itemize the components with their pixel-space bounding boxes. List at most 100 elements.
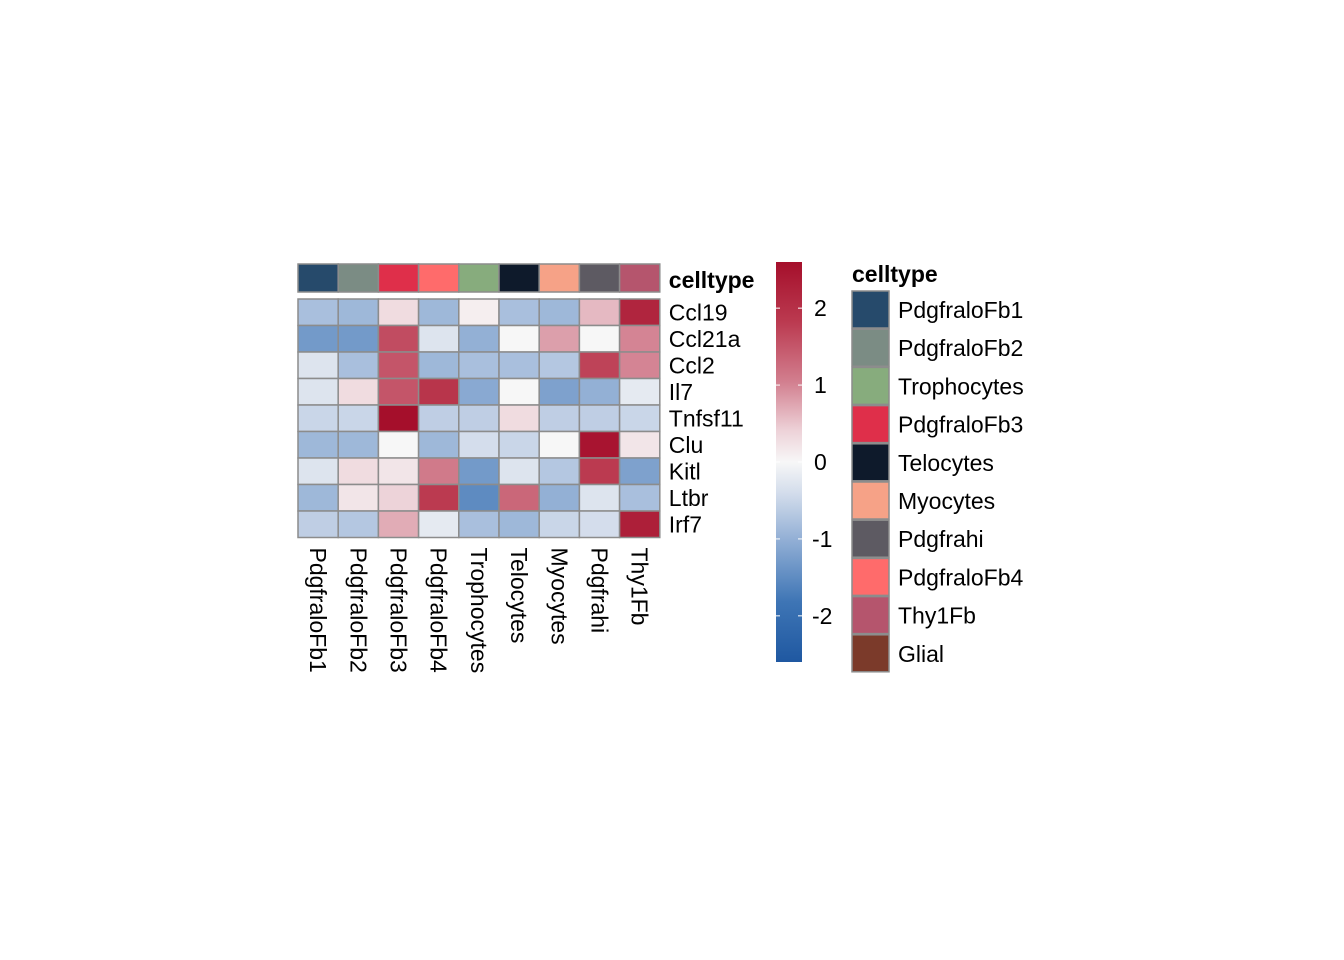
cell-ltbr-pdgfralofb3 bbox=[377, 483, 420, 512]
column-label-trophocytes: Trophocytes bbox=[466, 548, 492, 674]
colorbar-tick-label: 0 bbox=[814, 449, 827, 475]
column-label-thy1fb: Thy1Fb bbox=[627, 548, 653, 626]
cell-tnfsf11-thy1fb bbox=[618, 404, 661, 433]
legend-swatch-myocytes bbox=[851, 481, 890, 520]
cell-tnfsf11-pdgfralofb4 bbox=[417, 404, 460, 433]
column-label-pdgfrahi: Pdgfrahi bbox=[587, 548, 613, 634]
cell-kitl-pdgfralofb2 bbox=[337, 457, 380, 486]
cell-irf7-myocytes bbox=[538, 510, 581, 539]
cell-il7-trophocytes bbox=[458, 377, 500, 406]
cell-il7-pdgfrahi bbox=[578, 377, 621, 406]
annotation-cell-pdgfrahi bbox=[578, 263, 621, 293]
cell-ccl19-telocytes bbox=[498, 298, 540, 327]
colorbar-tick-label: -2 bbox=[812, 603, 832, 629]
cell-kitl-telocytes bbox=[498, 457, 540, 486]
cell-kitl-trophocytes bbox=[458, 457, 500, 486]
cell-kitl-thy1fb bbox=[618, 457, 661, 486]
annotation-cell-thy1fb bbox=[618, 263, 661, 293]
colorbar bbox=[776, 262, 802, 662]
cell-kitl-pdgfrahi bbox=[578, 457, 621, 486]
cell-kitl-pdgfralofb4 bbox=[417, 457, 460, 486]
annotation-cell-pdgfralofb3 bbox=[377, 263, 420, 293]
cell-il7-pdgfralofb3 bbox=[377, 377, 420, 406]
cell-clu-pdgfralofb1 bbox=[297, 430, 339, 459]
cell-ltbr-pdgfrahi bbox=[578, 483, 621, 512]
legend-swatch-glial bbox=[851, 634, 890, 673]
cell-irf7-pdgfralofb2 bbox=[337, 510, 380, 539]
row-label-ccl21a: Ccl21a bbox=[669, 326, 741, 352]
cell-ccl2-pdgfralofb2 bbox=[337, 351, 380, 380]
column-label-pdgfralofb2: PdgfraloFb2 bbox=[345, 548, 371, 673]
cell-clu-pdgfralofb3 bbox=[377, 430, 420, 459]
cell-ccl21a-telocytes bbox=[498, 324, 540, 353]
cell-ltbr-pdgfralofb1 bbox=[297, 483, 339, 512]
annotation-cell-myocytes bbox=[538, 263, 581, 293]
cell-kitl-pdgfralofb1 bbox=[297, 457, 339, 486]
cell-il7-pdgfralofb1 bbox=[297, 377, 339, 406]
legend-swatch-telocytes bbox=[851, 443, 890, 482]
row-label-ccl2: Ccl2 bbox=[669, 352, 715, 378]
cell-clu-pdgfrahi bbox=[578, 430, 621, 459]
row-label-il7: Il7 bbox=[669, 379, 693, 405]
cell-ccl21a-pdgfralofb3 bbox=[377, 324, 420, 353]
row-label-tnfsf11: Tnfsf11 bbox=[669, 405, 744, 431]
cell-ccl19-pdgfralofb3 bbox=[377, 298, 420, 327]
celltype-annotation-row bbox=[297, 263, 661, 293]
cell-ccl19-pdgfralofb2 bbox=[337, 298, 380, 327]
cell-ccl21a-pdgfralofb1 bbox=[297, 324, 339, 353]
colorbar-tick-label: -1 bbox=[812, 526, 832, 552]
legend-swatch-pdgfralofb3 bbox=[851, 404, 890, 444]
row-label-ccl19: Ccl19 bbox=[669, 299, 728, 325]
colorbar-tick-label: 1 bbox=[814, 372, 827, 398]
cell-ccl21a-pdgfralofb2 bbox=[337, 324, 380, 353]
annotation-title: celltype bbox=[669, 267, 755, 293]
cell-irf7-pdgfralofb4 bbox=[417, 510, 460, 539]
row-label-kitl: Kitl bbox=[669, 458, 701, 484]
annotation-cell-telocytes bbox=[498, 263, 540, 293]
cell-ccl19-myocytes bbox=[538, 298, 581, 327]
row-label-ltbr: Ltbr bbox=[669, 485, 709, 511]
column-label-telocytes: Telocytes bbox=[506, 548, 532, 644]
cell-ccl21a-thy1fb bbox=[618, 324, 661, 353]
cell-ccl2-pdgfralofb4 bbox=[417, 351, 460, 380]
column-label-pdgfralofb4: PdgfraloFb4 bbox=[426, 548, 452, 674]
legend-label-telocytes: Telocytes bbox=[898, 450, 994, 476]
column-label-pdgfralofb1: PdgfraloFb1 bbox=[305, 548, 331, 673]
cell-il7-myocytes bbox=[538, 377, 581, 406]
cell-kitl-myocytes bbox=[538, 457, 581, 486]
cell-ccl19-thy1fb bbox=[618, 298, 661, 327]
cell-tnfsf11-trophocytes bbox=[458, 404, 500, 433]
cell-clu-telocytes bbox=[498, 430, 540, 459]
cell-clu-pdgfralofb4 bbox=[417, 430, 460, 459]
cell-ccl19-pdgfralofb4 bbox=[417, 298, 460, 327]
legend-label-pdgfralofb2: PdgfraloFb2 bbox=[898, 335, 1023, 361]
cell-clu-myocytes bbox=[538, 430, 581, 459]
cell-ccl19-trophocytes bbox=[458, 298, 500, 327]
cell-ccl2-pdgfrahi bbox=[578, 351, 621, 380]
legend-label-pdgfralofb4: PdgfraloFb4 bbox=[898, 564, 1024, 590]
cell-ccl19-pdgfralofb1 bbox=[297, 298, 339, 327]
cell-ccl21a-trophocytes bbox=[458, 324, 500, 353]
cell-ltbr-pdgfralofb2 bbox=[337, 483, 380, 512]
cell-irf7-thy1fb bbox=[618, 510, 661, 539]
cell-ccl21a-pdgfralofb4 bbox=[417, 324, 460, 353]
legend-label-pdgfrahi: Pdgfrahi bbox=[898, 526, 984, 552]
legend-swatch-pdgfrahi bbox=[851, 519, 890, 558]
heatmap-cells bbox=[297, 298, 661, 539]
cell-kitl-pdgfralofb3 bbox=[377, 457, 420, 486]
cell-ccl2-thy1fb bbox=[618, 351, 661, 380]
legend-label-trophocytes: Trophocytes bbox=[898, 373, 1024, 399]
row-label-clu: Clu bbox=[669, 432, 704, 458]
cell-irf7-pdgfralofb1 bbox=[297, 510, 339, 539]
cell-ccl21a-pdgfrahi bbox=[578, 324, 621, 353]
legend-swatch-thy1fb bbox=[851, 595, 890, 635]
cell-irf7-telocytes bbox=[498, 510, 540, 539]
cell-ccl2-trophocytes bbox=[458, 351, 500, 380]
cell-ltbr-myocytes bbox=[538, 483, 581, 512]
cell-ccl21a-myocytes bbox=[538, 324, 581, 353]
cell-ltbr-thy1fb bbox=[618, 483, 661, 512]
column-label-myocytes: Myocytes bbox=[546, 548, 572, 645]
cell-ccl2-pdgfralofb3 bbox=[377, 351, 420, 380]
cell-tnfsf11-myocytes bbox=[538, 404, 581, 433]
